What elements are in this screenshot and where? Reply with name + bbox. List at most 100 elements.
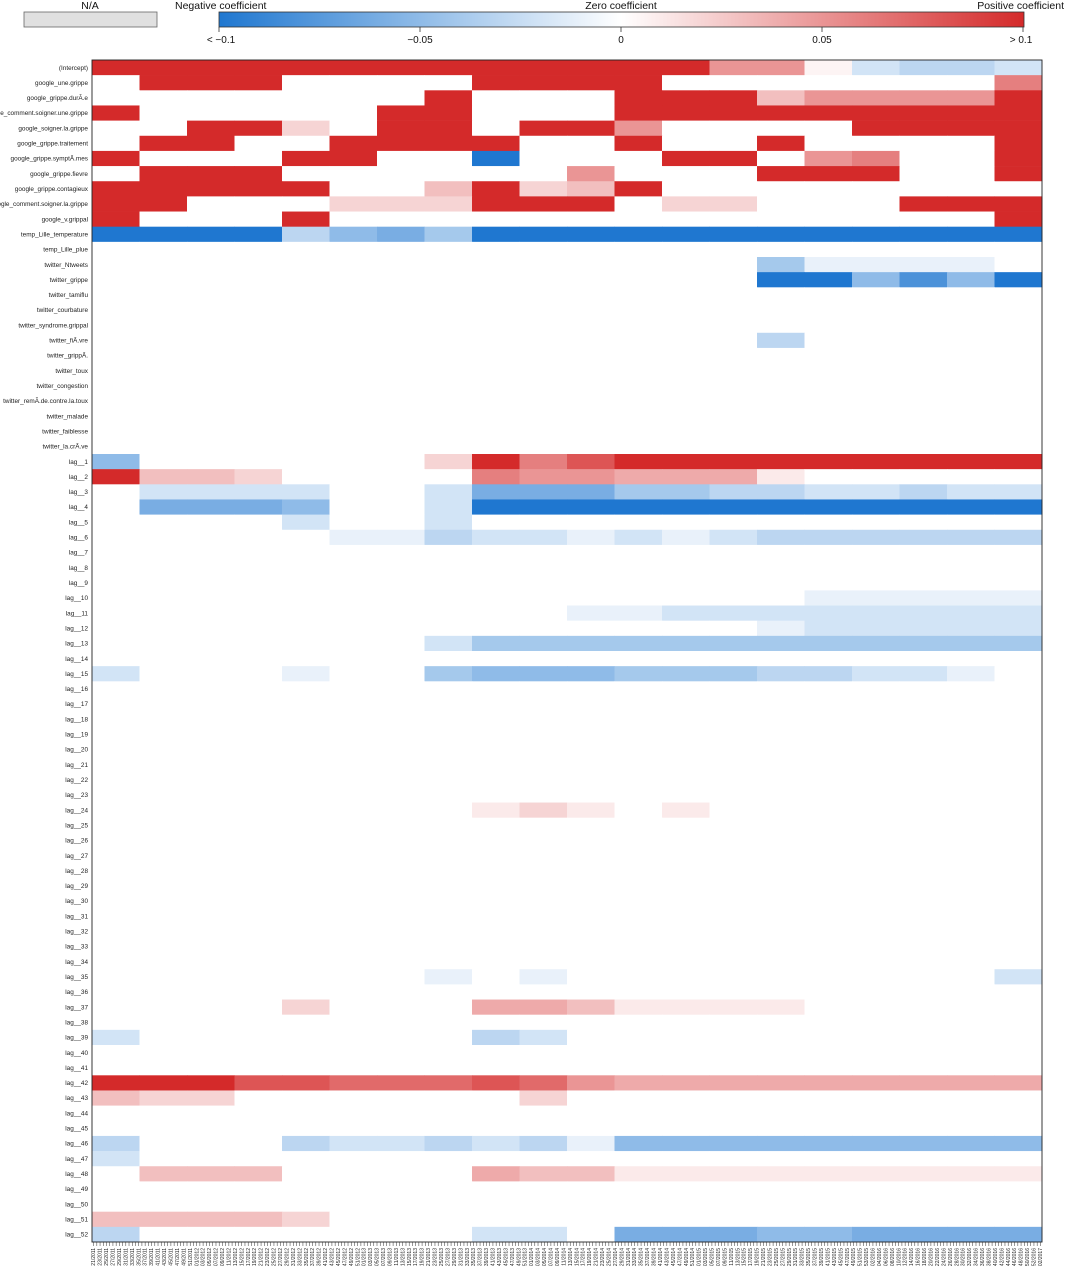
- heatmap-cell: [139, 923, 188, 940]
- x-tick-label: 02/2017: [1038, 1248, 1044, 1266]
- heatmap-cell: [614, 1181, 663, 1197]
- heatmap-cell: [92, 226, 140, 243]
- heatmap-cell: [662, 1060, 710, 1076]
- heatmap-cell: [424, 196, 473, 212]
- x-tick-label: 28/2016: [954, 1248, 960, 1266]
- heatmap-cell: [139, 741, 188, 758]
- heatmap-cell: [947, 181, 995, 197]
- x-tick-label: 32/2016: [967, 1248, 973, 1266]
- x-tick-label: 29/2014: [619, 1248, 625, 1266]
- heatmap-cell: [757, 1045, 805, 1061]
- heatmap-cell: [709, 590, 758, 606]
- heatmap-cell: [92, 544, 140, 561]
- heatmap-cell: [92, 241, 140, 258]
- heatmap-cell: [709, 651, 758, 667]
- heatmap-cell: [139, 1014, 188, 1031]
- row-label: lag__37: [65, 1004, 88, 1011]
- heatmap-cell: [662, 196, 710, 212]
- heatmap-cell: [187, 211, 235, 227]
- x-tick-label: 09/2013: [387, 1248, 393, 1266]
- heatmap-cell: [947, 1151, 995, 1167]
- heatmap-cell: [709, 787, 758, 803]
- heatmap-cell: [472, 469, 520, 485]
- heatmap-cell: [757, 1014, 805, 1031]
- heatmap-cell: [614, 893, 663, 909]
- heatmap-cell: [234, 287, 283, 303]
- heatmap-cell: [804, 438, 853, 455]
- heatmap-cell: [899, 560, 948, 576]
- heatmap-cell: [139, 105, 188, 121]
- heatmap-cell: [92, 817, 140, 834]
- heatmap-cell: [234, 1151, 283, 1167]
- heatmap-cell: [424, 1105, 473, 1122]
- heatmap-cell: [377, 1090, 425, 1106]
- heatmap-cell: [994, 908, 1043, 925]
- heatmap-cell: [92, 620, 140, 637]
- heatmap-cell: [947, 150, 995, 167]
- heatmap-cell: [92, 529, 140, 546]
- heatmap-cell: [899, 1196, 948, 1212]
- heatmap-cell: [234, 1090, 283, 1106]
- heatmap-cell: [994, 1196, 1043, 1212]
- heatmap-cell: [852, 590, 900, 606]
- heatmap-cell: [567, 196, 615, 212]
- heatmap-cell: [92, 560, 140, 576]
- row-label: temp_Lille_temperature: [21, 231, 89, 238]
- heatmap-cell: [947, 741, 995, 758]
- heatmap-cell: [329, 1029, 378, 1046]
- heatmap-cell: [567, 575, 615, 591]
- heatmap-cell: [187, 257, 235, 273]
- heatmap-cell: [472, 681, 520, 697]
- heatmap-cell: [234, 408, 283, 424]
- heatmap-cell: [947, 984, 995, 1000]
- heatmap-cell: [377, 696, 425, 712]
- heatmap-cell: [472, 620, 520, 637]
- heatmap-cell: [804, 120, 853, 137]
- heatmap-cell: [662, 1226, 710, 1243]
- heatmap-cell: [282, 150, 330, 167]
- heatmap-cell: [377, 999, 425, 1015]
- heatmap-cell: [899, 423, 948, 440]
- heatmap-cell: [377, 787, 425, 803]
- heatmap-cell: [947, 1075, 995, 1091]
- heatmap-cell: [139, 772, 188, 788]
- heatmap-cell: [804, 787, 853, 803]
- heatmap-cell: [234, 469, 283, 485]
- heatmap-cell: [329, 514, 378, 531]
- heatmap-cell: [614, 454, 663, 470]
- heatmap-cell: [472, 893, 520, 909]
- x-tick-label: 35/2012: [304, 1248, 310, 1266]
- heatmap-cell: [187, 1196, 235, 1212]
- row-label: lag__29: [65, 883, 88, 890]
- heatmap-cell: [852, 105, 900, 121]
- heatmap-cell: [567, 1226, 615, 1243]
- heatmap-cell: [377, 105, 425, 121]
- heatmap-cell: [947, 272, 995, 288]
- heatmap-cell: [614, 681, 663, 697]
- heatmap-cell: [139, 832, 188, 849]
- heatmap-cell: [329, 1211, 378, 1228]
- x-tick-label: 29/2015: [787, 1248, 793, 1266]
- heatmap-cell: [472, 1075, 520, 1091]
- heatmap-cell: [709, 378, 758, 394]
- heatmap-cell: [377, 893, 425, 909]
- heatmap-cell: [329, 1196, 378, 1212]
- heatmap-cell: [614, 984, 663, 1000]
- heatmap-cell: [472, 1196, 520, 1212]
- heatmap-cell: [614, 772, 663, 788]
- heatmap-cell: [709, 1211, 758, 1228]
- heatmap-cell: [377, 620, 425, 637]
- heatmap-cell: [472, 1060, 520, 1076]
- heatmap-cell: [994, 529, 1043, 546]
- heatmap-cell: [994, 711, 1043, 728]
- heatmap-cell: [187, 923, 235, 940]
- heatmap-cell: [92, 1090, 140, 1106]
- heatmap-cell: [899, 1029, 948, 1046]
- heatmap-cell: [804, 302, 853, 318]
- heatmap-cell: [424, 484, 473, 500]
- heatmap-cell: [472, 105, 520, 121]
- heatmap-cell: [757, 1196, 805, 1212]
- heatmap-cell: [424, 60, 473, 76]
- heatmap-cell: [282, 135, 330, 152]
- heatmap-cell: [92, 499, 140, 515]
